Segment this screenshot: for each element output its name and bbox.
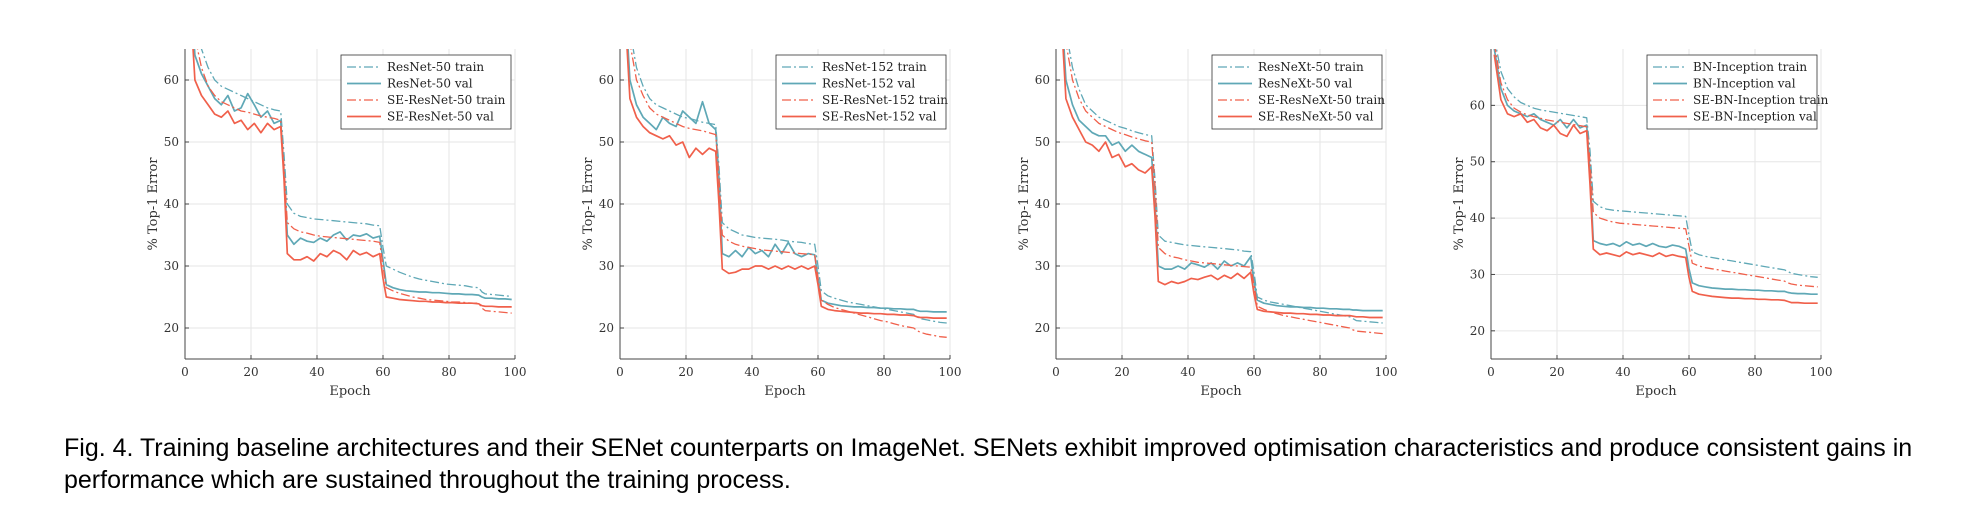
series-group	[626, 49, 947, 338]
y-axis-label: % Top-1 Error	[146, 157, 161, 251]
x-axis-label: Epoch	[1200, 384, 1242, 399]
series-line-1	[1495, 49, 1818, 278]
series-line-4	[1493, 54, 1818, 305]
x-tick-label: 20	[1549, 365, 1564, 379]
series-line-1	[1068, 49, 1383, 324]
series-group	[1493, 49, 1818, 305]
y-tick-label: 50	[599, 135, 614, 149]
x-tick-label: 0	[616, 365, 624, 379]
legend-label: BN-Inception val	[1693, 77, 1796, 91]
legend-label: SE-ResNeXt-50 train	[1258, 93, 1385, 107]
x-axis-label: Epoch	[329, 384, 371, 399]
y-tick-label: 30	[1470, 267, 1485, 281]
y-tick-label: 30	[1035, 259, 1050, 273]
legend-label: SE-ResNet-152 train	[822, 93, 948, 107]
x-tick-label: 80	[441, 365, 456, 379]
series-line-4	[1062, 49, 1383, 319]
legend-label: SE-ResNet-50 train	[387, 93, 506, 107]
y-axis-label: % Top-1 Error	[581, 157, 596, 251]
x-tick-label: 20	[678, 365, 693, 379]
figure: 0 20 40 60 80 100 20 30 40 50 60 Epoch % Top-1 Error…	[146, 49, 1833, 399]
x-tick-label: 40	[309, 365, 324, 379]
x-tick-label: 100	[1810, 365, 1833, 379]
y-tick-label: 30	[164, 259, 179, 273]
legend-label: SE-ResNet-50 val	[387, 110, 494, 124]
series-group	[192, 49, 512, 314]
x-tick-label: 80	[1747, 365, 1762, 379]
legend-label: SE-BN-Inception val	[1693, 110, 1817, 124]
x-axis-label: Epoch	[764, 384, 806, 399]
y-axis-label: % Top-1 Error	[1452, 157, 1467, 251]
y-tick-label: 20	[599, 321, 614, 335]
legend-label: ResNet-152 train	[822, 60, 927, 74]
y-tick-label: 40	[599, 197, 614, 211]
legend-label: SE-ResNet-152 val	[822, 110, 937, 124]
series-line-1	[200, 49, 512, 298]
series-line-2	[1063, 49, 1383, 312]
legend-label: ResNet-50 train	[387, 60, 484, 74]
chart-panel-2: 0 20 40 60 80 100 20 30 40 50 60 Epoch % Top-1 Error…	[581, 49, 962, 399]
x-tick-label: 40	[1180, 365, 1195, 379]
y-tick-label: 20	[1470, 324, 1485, 338]
chart-panel-4: 0 20 40 60 80 100 20 30 40 50 60 Epoch % Top-1 Error…	[1452, 49, 1833, 399]
legend-label: SE-ResNeXt-50 val	[1258, 110, 1374, 124]
series-line-1	[632, 49, 947, 324]
series-group	[1062, 49, 1383, 335]
legend-label: BN-Inception train	[1693, 60, 1807, 74]
charts-svg: 0 20 40 60 80 100 20 30 40 50 60 Epoch % Top-1 Error…	[146, 49, 1833, 399]
legend-label: ResNeXt-50 val	[1258, 77, 1352, 91]
y-tick-label: 30	[599, 259, 614, 273]
y-tick-label: 40	[1035, 197, 1050, 211]
x-tick-label: 0	[1487, 365, 1495, 379]
x-tick-label: 0	[181, 365, 189, 379]
x-tick-label: 60	[810, 365, 825, 379]
y-tick-label: 60	[1035, 73, 1050, 87]
x-tick-label: 60	[1681, 365, 1696, 379]
y-tick-label: 40	[1470, 211, 1485, 225]
x-tick-label: 40	[744, 365, 759, 379]
figure-caption: Fig. 4. Training baseline architectures …	[64, 434, 1913, 494]
legend: ResNet-50 train ResNet-50 val SE-ResNet-50…	[340, 54, 512, 130]
legend-label: SE-BN-Inception train	[1693, 93, 1829, 107]
x-tick-label: 20	[1114, 365, 1129, 379]
series-line-3	[630, 49, 947, 338]
chart-panel-1: 0 20 40 60 80 100 20 30 40 50 60 Epoch % Top-1 Error…	[146, 49, 527, 399]
y-tick-label: 20	[1035, 321, 1050, 335]
y-tick-label: 60	[164, 73, 179, 87]
x-tick-label: 0	[1052, 365, 1060, 379]
y-tick-label: 60	[599, 73, 614, 87]
x-tick-label: 60	[1246, 365, 1261, 379]
y-tick-label: 40	[164, 197, 179, 211]
x-tick-label: 40	[1615, 365, 1630, 379]
x-tick-label: 100	[1375, 365, 1398, 379]
y-tick-label: 20	[164, 321, 179, 335]
series-line-4	[626, 49, 947, 319]
y-axis-label: % Top-1 Error	[1017, 157, 1032, 251]
legend: BN-Inception train BN-Inception val SE-BN-…	[1646, 54, 1829, 130]
series-line-3	[1066, 49, 1383, 335]
x-tick-label: 100	[504, 365, 527, 379]
legend-label: ResNet-152 val	[822, 77, 915, 91]
legend: ResNet-152 train ResNet-152 val SE-ResNet-…	[775, 54, 948, 130]
x-tick-label: 80	[1312, 365, 1327, 379]
y-tick-label: 50	[164, 135, 179, 149]
x-tick-label: 60	[375, 365, 390, 379]
legend-label: ResNeXt-50 train	[1258, 60, 1364, 74]
x-tick-label: 100	[939, 365, 962, 379]
y-tick-label: 50	[1470, 155, 1485, 169]
series-line-2	[1493, 49, 1818, 296]
y-tick-label: 60	[1470, 98, 1485, 112]
legend-label: ResNet-50 val	[387, 77, 473, 91]
x-tick-label: 80	[876, 365, 891, 379]
x-axis-label: Epoch	[1635, 384, 1677, 399]
legend: ResNeXt-50 train ResNeXt-50 val SE-ResNeXt…	[1211, 54, 1385, 130]
series-line-2	[627, 49, 947, 313]
chart-panel-3: 0 20 40 60 80 100 20 30 40 50 60 Epoch % Top-1 Error…	[1017, 49, 1398, 399]
series-line-3	[196, 49, 512, 314]
series-line-4	[192, 49, 512, 308]
series-line-2	[193, 49, 512, 301]
series-line-3	[1494, 49, 1818, 288]
y-tick-label: 50	[1035, 135, 1050, 149]
x-tick-label: 20	[243, 365, 258, 379]
